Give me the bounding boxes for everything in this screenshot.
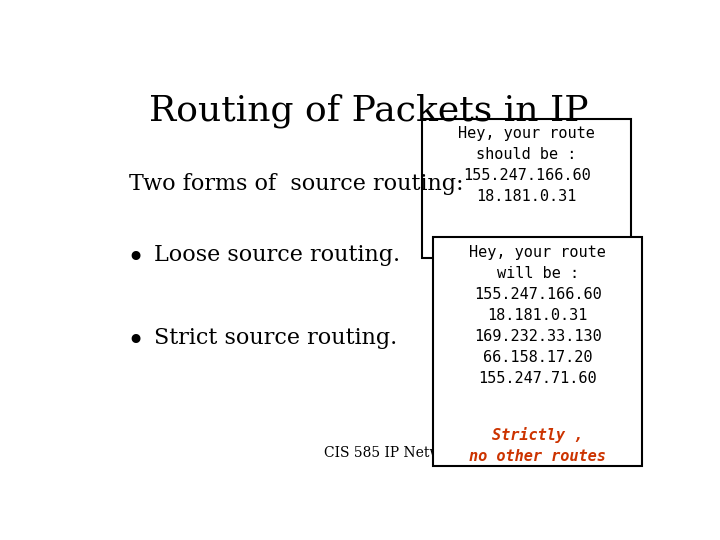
- Text: CIS 585 IP Networks: CIS 585 IP Networks: [324, 446, 472, 460]
- Text: Loose source routing.: Loose source routing.: [154, 244, 400, 266]
- Text: Hey, your route
should be :
155.247.166.60
18.181.0.31: Hey, your route should be : 155.247.166.…: [458, 126, 595, 204]
- Text: Strict source routing.: Strict source routing.: [154, 327, 397, 349]
- Bar: [433, 238, 642, 466]
- Bar: [422, 119, 631, 258]
- Text: •: •: [126, 244, 145, 273]
- Text: •: •: [126, 327, 145, 356]
- Text: Hey, your route
will be :
155.247.166.60
18.181.0.31
169.232.33.130
66.158.17.20: Hey, your route will be : 155.247.166.60…: [469, 245, 606, 386]
- Text: Two forms of  source routing:: Two forms of source routing:: [129, 173, 464, 195]
- Text: Routing of Packets in IP: Routing of Packets in IP: [149, 94, 589, 129]
- Text: Strictly ,
no other routes: Strictly , no other routes: [469, 427, 606, 464]
